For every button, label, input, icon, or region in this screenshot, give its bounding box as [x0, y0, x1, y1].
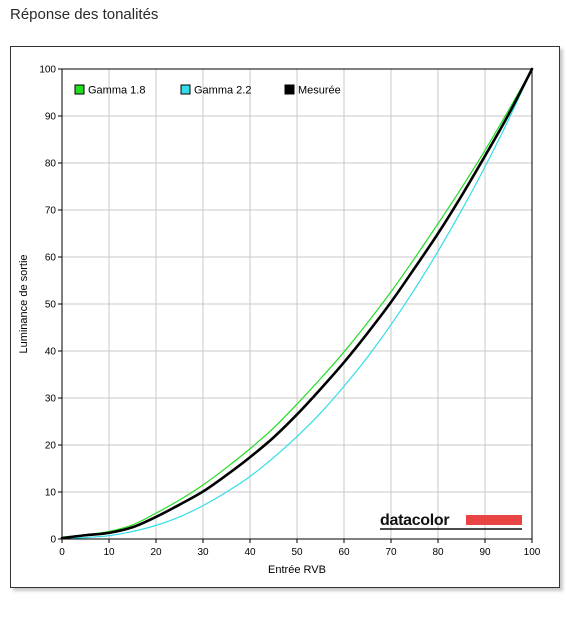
grid	[62, 69, 532, 539]
y-tick-label: 70	[45, 206, 57, 217]
y-tick-label: 90	[45, 112, 57, 123]
datacolor-logo: datacolor	[380, 512, 522, 530]
y-tick-label: 40	[45, 347, 57, 358]
legend: Gamma 1.8 Gamma 2.2 Mesurée	[74, 84, 341, 97]
y-tick-label: 100	[39, 65, 56, 76]
x-tick-label: 60	[338, 547, 350, 558]
logo-red-bar	[466, 515, 522, 525]
y-tick-label: 30	[45, 394, 57, 405]
x-tick-label: 40	[244, 547, 256, 558]
legend-label: Mesurée	[298, 85, 341, 97]
x-tick-label: 30	[197, 547, 209, 558]
y-tick-label: 20	[45, 441, 57, 452]
x-tick-label: 10	[103, 547, 115, 558]
series-line-measured	[60, 67, 534, 540]
y-tick-label: 60	[45, 253, 57, 264]
y-tick-label: 10	[45, 488, 57, 499]
legend-label: Gamma 2.2	[194, 85, 251, 97]
y-tick-label: 50	[45, 300, 57, 311]
legend-swatch	[284, 84, 295, 95]
x-axis-label: Entrée RVB	[268, 564, 326, 576]
x-tick-label: 80	[432, 547, 444, 558]
x-tick-label: 20	[150, 547, 162, 558]
x-tick-label: 70	[385, 547, 397, 558]
x-tick-label: 90	[479, 547, 491, 558]
legend-swatch	[180, 84, 191, 95]
tone-response-chart: 0 10 20 30 40 50 60 70 80 90 100 0 10 20 30 40 50 60 70 80 9…	[18, 65, 541, 577]
x-tick-label: 0	[59, 547, 65, 558]
y-tick-label: 80	[45, 159, 57, 170]
page-title: Réponse des tonalités	[10, 6, 159, 23]
y-axis-label: Luminance de sortie	[18, 254, 30, 353]
plot-frame	[61, 68, 533, 540]
x-tick-label: 100	[524, 547, 541, 558]
series-line-gamma-2-2	[61, 68, 533, 540]
axis-ticks: 0 10 20 30 40 50 60 70 80 90 100 0 10 20 30 40 50 60 70 80 9…	[39, 65, 540, 559]
chart-panel: 0 10 20 30 40 50 60 70 80 90 100 0 10 20 30 40 50 60 70 80 9…	[10, 46, 560, 588]
legend-label: Gamma 1.8	[88, 85, 145, 97]
logo-text: datacolor	[380, 512, 449, 529]
series-line-gamma-1-8	[61, 68, 533, 538]
series-group	[60, 67, 534, 540]
x-tick-label: 50	[291, 547, 303, 558]
legend-swatch	[74, 84, 85, 95]
y-tick-label: 0	[50, 535, 56, 546]
